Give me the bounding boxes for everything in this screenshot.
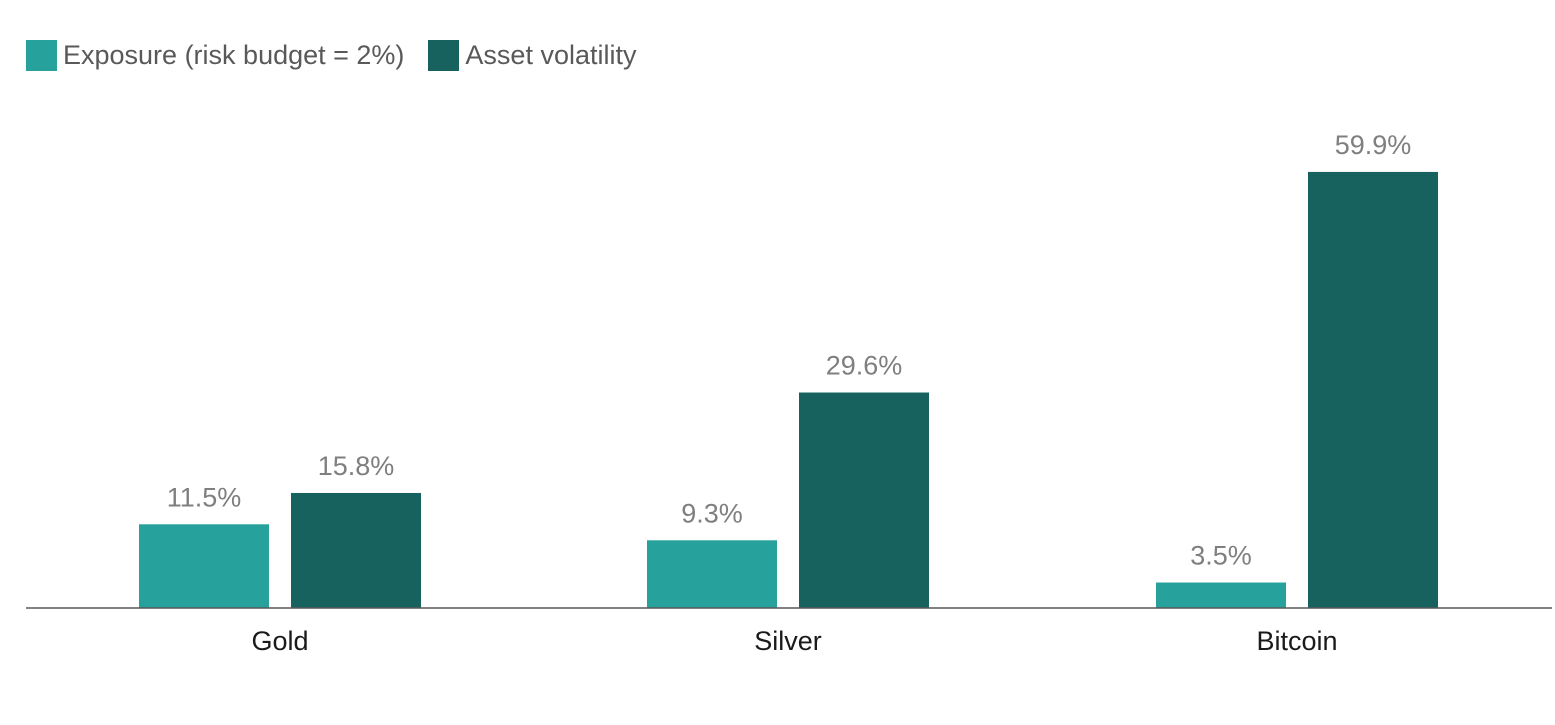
data-label-bitcoin-volatility: 59.9% xyxy=(1335,130,1412,160)
legend-item-volatility: Asset volatility xyxy=(428,40,636,71)
data-label-silver-volatility: 29.6% xyxy=(826,351,903,381)
category-label-gold: Gold xyxy=(251,626,308,656)
data-label-bitcoin-exposure: 3.5% xyxy=(1190,541,1252,571)
legend-item-exposure: Exposure (risk budget = 2%) xyxy=(26,40,404,71)
data-label-gold-volatility: 15.8% xyxy=(318,451,395,481)
bar-silver-volatility xyxy=(799,392,929,608)
data-label-silver-exposure: 9.3% xyxy=(681,498,743,528)
legend-label-volatility: Asset volatility xyxy=(465,40,637,70)
bar-bitcoin-volatility xyxy=(1308,171,1438,609)
legend-label-exposure: Exposure (risk budget = 2%) xyxy=(63,40,405,70)
bar-bitcoin-exposure xyxy=(1156,582,1286,608)
bar-gold-volatility xyxy=(291,492,421,608)
legend-swatch-volatility xyxy=(428,40,460,71)
legend: Exposure (risk budget = 2%) Asset volati… xyxy=(26,40,660,71)
bar-gold-exposure xyxy=(139,524,269,608)
category-label-bitcoin: Bitcoin xyxy=(1256,626,1337,656)
data-label-gold-exposure: 11.5% xyxy=(167,482,242,512)
category-label-silver: Silver xyxy=(754,626,822,656)
bar-silver-exposure xyxy=(647,540,777,608)
legend-swatch-exposure xyxy=(26,40,57,71)
